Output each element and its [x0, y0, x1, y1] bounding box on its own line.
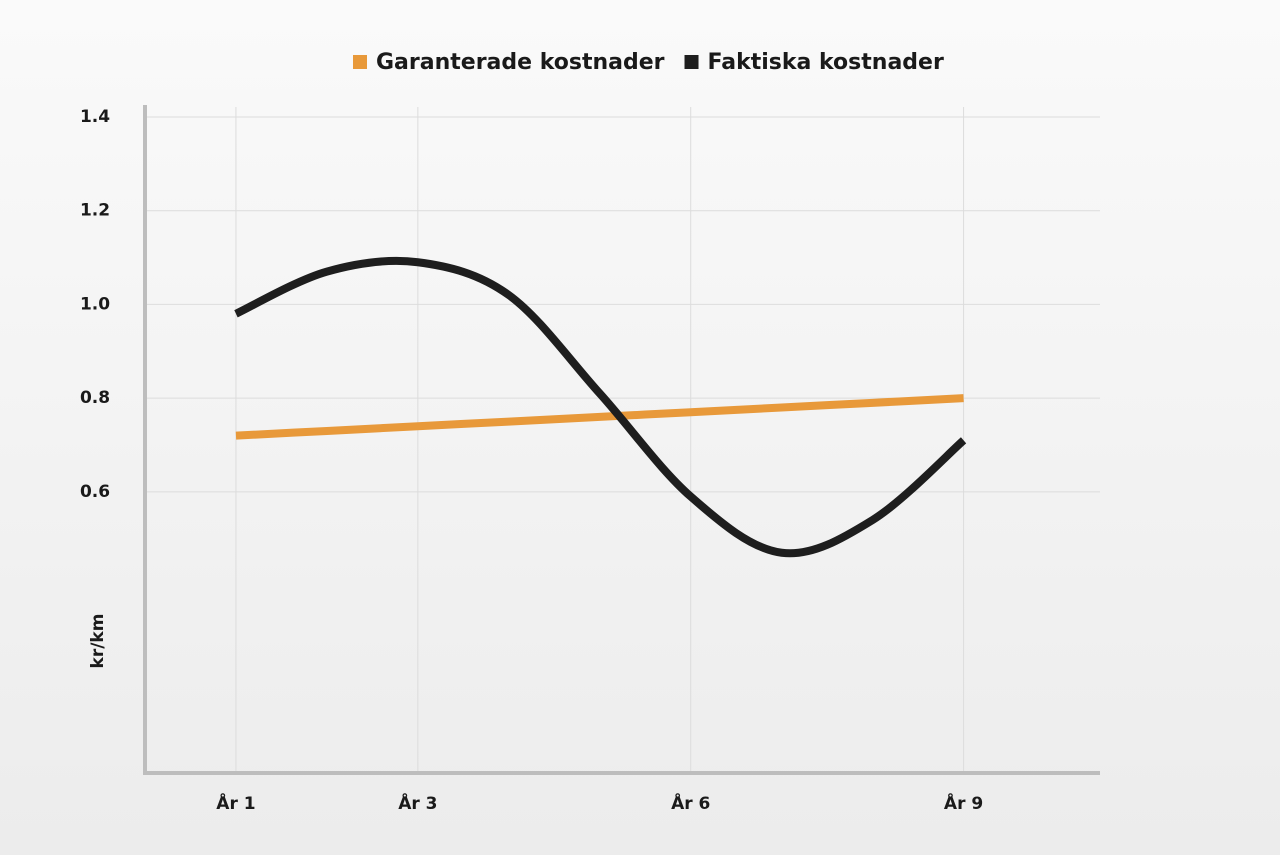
- x-tick-label: År 9: [944, 791, 983, 814]
- legend-swatch: [353, 55, 367, 69]
- legend-label: Faktiska kostnader: [708, 50, 944, 75]
- y-tick-label: 0.8: [80, 388, 110, 408]
- series-line: [234, 256, 967, 558]
- series-line: [235, 394, 964, 440]
- x-tick-label: År 6: [671, 791, 710, 814]
- y-tick-label: 1.0: [80, 294, 110, 314]
- y-axis-label: kr/km: [88, 614, 108, 669]
- legend: Garanterade kostnader Faktiska kostnader: [353, 50, 944, 75]
- y-tick-label: 1.4: [80, 107, 110, 127]
- legend-label: Garanterade kostnader: [376, 50, 665, 75]
- y-tick-label: 1.2: [80, 201, 110, 221]
- x-tick-label: År 3: [398, 791, 437, 814]
- legend-swatch: [684, 55, 699, 69]
- y-tick-label: 0.6: [80, 482, 110, 502]
- x-tick-label: År 1: [216, 791, 255, 814]
